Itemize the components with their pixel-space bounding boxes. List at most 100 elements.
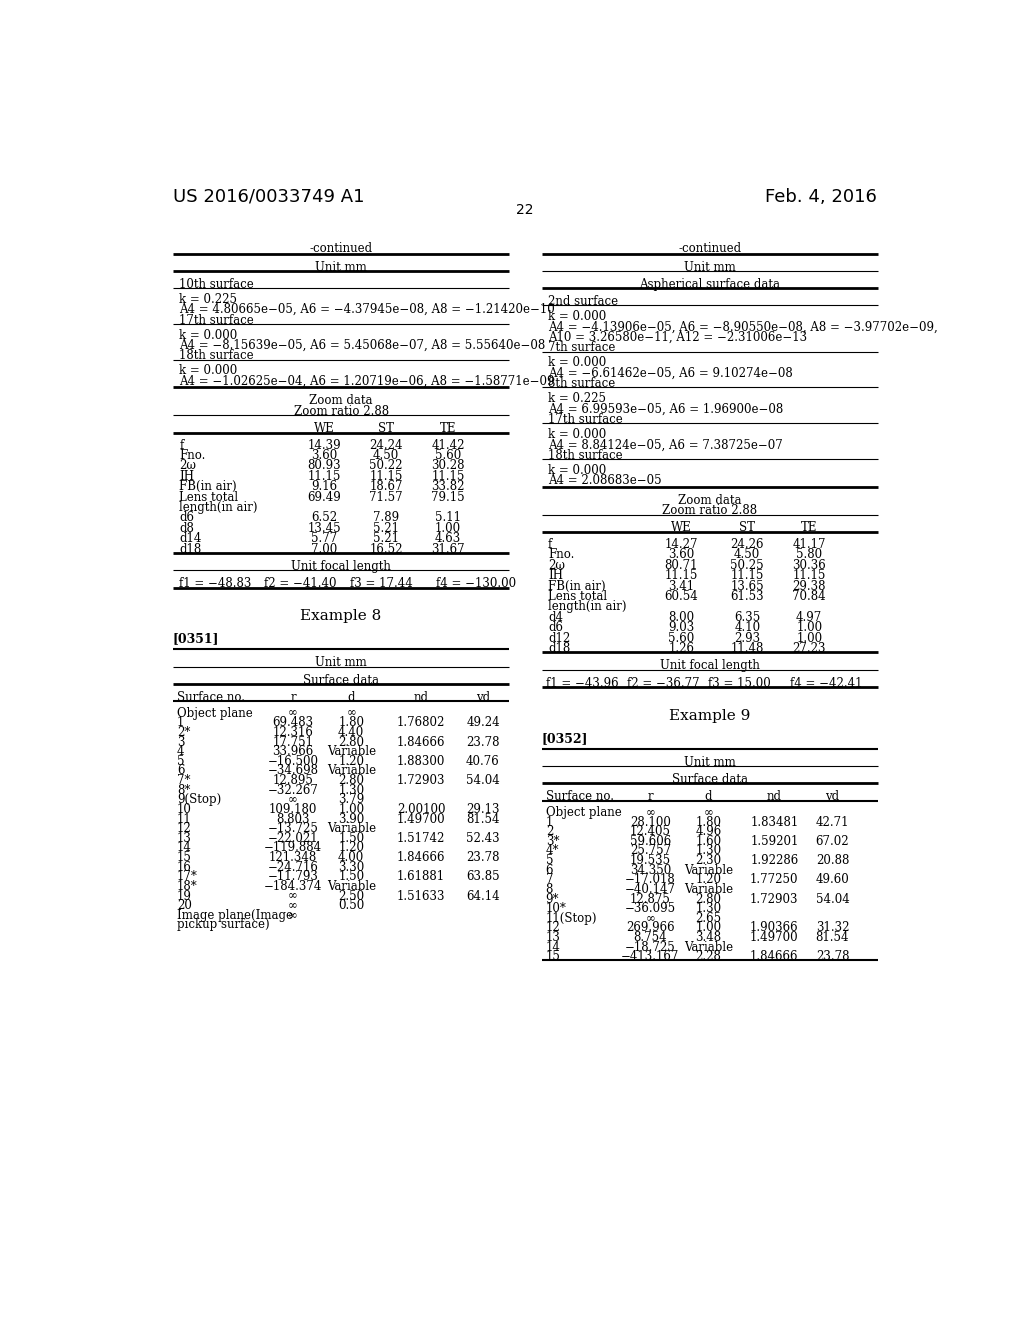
Text: 2.80: 2.80: [695, 892, 722, 906]
Text: k = 0.000: k = 0.000: [548, 310, 606, 323]
Text: 1.72903: 1.72903: [396, 774, 445, 787]
Text: FB(in air): FB(in air): [548, 579, 605, 593]
Text: 30.36: 30.36: [793, 558, 826, 572]
Text: ∞: ∞: [346, 706, 356, 719]
Text: 23.78: 23.78: [816, 950, 849, 964]
Text: 1.80: 1.80: [338, 717, 365, 729]
Text: A4 = 8.84124e−05, A6 = 7.38725e−07: A4 = 8.84124e−05, A6 = 7.38725e−07: [548, 438, 782, 451]
Text: 30.28: 30.28: [431, 459, 465, 473]
Text: 80.93: 80.93: [307, 459, 341, 473]
Text: ST: ST: [739, 521, 756, 535]
Text: 4.97: 4.97: [796, 611, 822, 624]
Text: d8: d8: [179, 521, 194, 535]
Text: Object plane: Object plane: [177, 706, 253, 719]
Text: f1 = −43.96: f1 = −43.96: [546, 677, 618, 689]
Text: 11: 11: [177, 813, 191, 825]
Text: 71.57: 71.57: [370, 491, 402, 504]
Text: d12: d12: [548, 631, 570, 644]
Text: -continued: -continued: [679, 242, 741, 255]
Text: 15: 15: [177, 851, 191, 865]
Text: 1.90366: 1.90366: [750, 921, 799, 935]
Text: d6: d6: [179, 511, 195, 524]
Text: 11.15: 11.15: [793, 569, 826, 582]
Text: 7th surface: 7th surface: [548, 342, 615, 354]
Text: 67.02: 67.02: [816, 834, 849, 847]
Text: k = 0.000: k = 0.000: [179, 364, 238, 378]
Text: f3 = 17.44: f3 = 17.44: [349, 577, 413, 590]
Text: −11.793: −11.793: [267, 870, 318, 883]
Text: pickup surface): pickup surface): [177, 919, 269, 932]
Text: US 2016/0033749 A1: US 2016/0033749 A1: [173, 187, 365, 206]
Text: 12: 12: [546, 921, 560, 935]
Text: 4.50: 4.50: [373, 449, 399, 462]
Text: 10*: 10*: [546, 903, 566, 915]
Text: 8th surface: 8th surface: [548, 378, 615, 391]
Text: f: f: [548, 539, 552, 550]
Text: 31.32: 31.32: [816, 921, 849, 935]
Text: 3.48: 3.48: [695, 931, 722, 944]
Text: 1.77250: 1.77250: [751, 874, 799, 886]
Text: d18: d18: [548, 642, 570, 655]
Text: 18th surface: 18th surface: [548, 449, 623, 462]
Text: 29.38: 29.38: [793, 579, 826, 593]
Text: 1.92286: 1.92286: [751, 854, 799, 867]
Text: TE: TE: [440, 422, 457, 436]
Text: 5.80: 5.80: [797, 548, 822, 561]
Text: 1.26: 1.26: [669, 642, 694, 655]
Text: ∞: ∞: [288, 899, 298, 912]
Text: 2.80: 2.80: [338, 735, 365, 748]
Text: 1.00: 1.00: [338, 803, 365, 816]
Text: −24.716: −24.716: [267, 861, 318, 874]
Text: −119.884: −119.884: [264, 841, 323, 854]
Text: 41.17: 41.17: [793, 539, 826, 550]
Text: Unit mm: Unit mm: [315, 656, 367, 669]
Text: 17.751: 17.751: [272, 735, 313, 748]
Text: 1.61881: 1.61881: [397, 870, 445, 883]
Text: 1.00: 1.00: [695, 921, 722, 935]
Text: Variable: Variable: [327, 764, 376, 777]
Text: 18th surface: 18th surface: [179, 350, 254, 363]
Text: 14: 14: [177, 841, 191, 854]
Text: −32.267: −32.267: [267, 784, 318, 797]
Text: Lens total: Lens total: [548, 590, 607, 603]
Text: k = 0.225: k = 0.225: [548, 392, 606, 405]
Text: 14.27: 14.27: [665, 539, 698, 550]
Text: A4 = −1.02625e−04, A6 = 1.20719e−06, A8 = −1.58771e−09: A4 = −1.02625e−04, A6 = 1.20719e−06, A8 …: [179, 375, 555, 388]
Text: 64.14: 64.14: [466, 890, 500, 903]
Text: A4 = 4.80665e−05, A6 = −4.37945e−08, A8 = −1.21420e−10: A4 = 4.80665e−05, A6 = −4.37945e−08, A8 …: [179, 304, 555, 317]
Text: 9.16: 9.16: [311, 480, 337, 494]
Text: 5.21: 5.21: [373, 521, 399, 535]
Text: Zoom data: Zoom data: [309, 395, 373, 408]
Text: 5.77: 5.77: [311, 532, 337, 545]
Text: Lens total: Lens total: [179, 491, 239, 504]
Text: −16.500: −16.500: [267, 755, 318, 768]
Text: 2.28: 2.28: [695, 950, 722, 964]
Text: f2 = −36.77: f2 = −36.77: [627, 677, 699, 689]
Text: d: d: [705, 791, 713, 803]
Text: 1.80: 1.80: [695, 816, 722, 829]
Text: 2: 2: [546, 825, 553, 838]
Text: 9.03: 9.03: [669, 622, 694, 634]
Text: −413.167: −413.167: [622, 950, 680, 964]
Text: d14: d14: [179, 532, 202, 545]
Text: Fno.: Fno.: [548, 548, 574, 561]
Text: 34.350: 34.350: [630, 863, 671, 876]
Text: 42.71: 42.71: [816, 816, 849, 829]
Text: f4 = −130.00: f4 = −130.00: [436, 577, 516, 590]
Text: 1.49700: 1.49700: [750, 931, 799, 944]
Text: 29.13: 29.13: [466, 803, 500, 816]
Text: Zoom ratio 2.88: Zoom ratio 2.88: [294, 405, 389, 418]
Text: 61.53: 61.53: [730, 590, 764, 603]
Text: 1.20: 1.20: [338, 841, 365, 854]
Text: ∞: ∞: [288, 908, 298, 921]
Text: Variable: Variable: [684, 863, 733, 876]
Text: 3.41: 3.41: [669, 579, 694, 593]
Text: k = 0.000: k = 0.000: [548, 356, 606, 370]
Text: 24.26: 24.26: [730, 539, 764, 550]
Text: 1.50: 1.50: [338, 870, 365, 883]
Text: 1.51742: 1.51742: [396, 832, 445, 845]
Text: d6: d6: [548, 622, 563, 634]
Text: Surface no.: Surface no.: [177, 690, 245, 704]
Text: 7: 7: [546, 874, 553, 886]
Text: 4.00: 4.00: [338, 851, 365, 865]
